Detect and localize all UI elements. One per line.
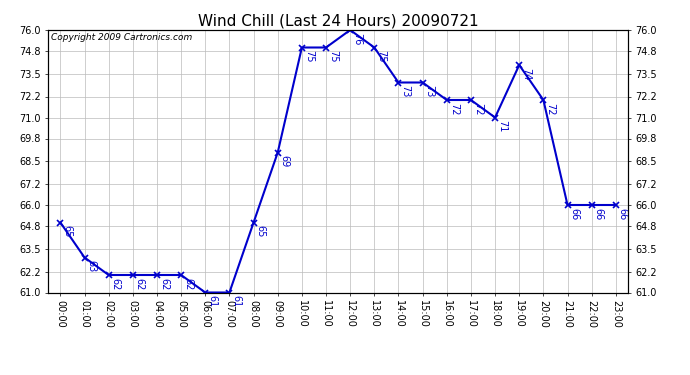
Text: 66: 66 bbox=[569, 208, 580, 220]
Text: 71: 71 bbox=[497, 120, 507, 133]
Text: 73: 73 bbox=[400, 85, 411, 98]
Text: 75: 75 bbox=[304, 50, 314, 63]
Text: 72: 72 bbox=[545, 103, 555, 115]
Text: 61: 61 bbox=[207, 295, 217, 307]
Text: 66: 66 bbox=[618, 208, 628, 220]
Text: 62: 62 bbox=[110, 278, 121, 290]
Title: Wind Chill (Last 24 Hours) 20090721: Wind Chill (Last 24 Hours) 20090721 bbox=[198, 14, 478, 29]
Text: 76: 76 bbox=[352, 33, 362, 45]
Text: 62: 62 bbox=[183, 278, 193, 290]
Text: 75: 75 bbox=[328, 50, 338, 63]
Text: 69: 69 bbox=[279, 155, 290, 168]
Text: 66: 66 bbox=[593, 208, 604, 220]
Text: 65: 65 bbox=[255, 225, 266, 238]
Text: 63: 63 bbox=[86, 260, 97, 273]
Text: 62: 62 bbox=[159, 278, 169, 290]
Text: 61: 61 bbox=[231, 295, 241, 307]
Text: 75: 75 bbox=[376, 50, 386, 63]
Text: Copyright 2009 Cartronics.com: Copyright 2009 Cartronics.com bbox=[51, 33, 193, 42]
Text: 72: 72 bbox=[448, 103, 459, 115]
Text: 74: 74 bbox=[521, 68, 531, 80]
Text: 65: 65 bbox=[62, 225, 72, 238]
Text: 62: 62 bbox=[135, 278, 145, 290]
Text: 73: 73 bbox=[424, 85, 435, 98]
Text: 72: 72 bbox=[473, 103, 483, 115]
